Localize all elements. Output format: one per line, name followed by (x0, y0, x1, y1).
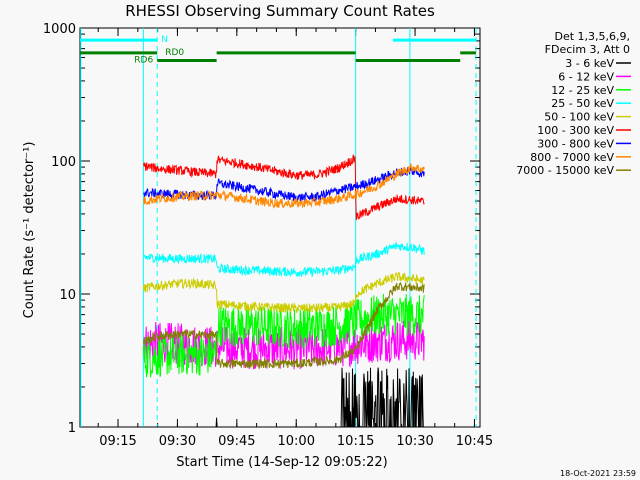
y-tick-label: 10 (59, 288, 76, 303)
legend-label-4: 25 - 50 keV (551, 97, 614, 110)
legend-label-3: 12 - 25 keV (551, 84, 614, 97)
legend-label-2: 6 - 12 keV (558, 70, 614, 83)
legend-label-1: 3 - 6 keV (565, 57, 614, 70)
plot-area: 1 10 100 1000 09:15 09:30 09:45 10:00 10:15 10:30… (43, 22, 493, 449)
x-tick-label: 09:30 (159, 434, 196, 449)
x-tick-label: 09:15 (99, 434, 136, 449)
legend-header-line-2: FDecim 3, Att 0 (545, 43, 630, 56)
flag-label-rd0: RD0 (165, 48, 184, 58)
series-line-6 (142, 154, 425, 221)
x-tick-label: 10:15 (337, 434, 374, 449)
flag-label-rd6: RD6 (134, 55, 153, 65)
y-tick-label: 1 (68, 421, 76, 436)
x-tick-label: 10:00 (278, 434, 315, 449)
y-axis-label: Count Rate (s⁻¹ detector⁻¹) (22, 142, 37, 319)
series-line-1 (143, 367, 425, 428)
legend-label-8: 800 - 7000 keV (530, 151, 614, 164)
series-line-4 (142, 241, 425, 278)
series-line-3 (142, 293, 425, 378)
legend-label-6: 100 - 300 keV (537, 124, 614, 137)
series-line-9 (142, 281, 425, 370)
x-tick-label: 10:45 (456, 434, 493, 449)
x-tick-label: 09:45 (218, 434, 255, 449)
y-tick-label: 1000 (43, 22, 76, 37)
chart-title: RHESSI Observing Summary Count Rates (125, 2, 435, 20)
y-tick-label: 100 (51, 155, 76, 170)
x-tick-label: 10:30 (396, 434, 433, 449)
series-line-2 (142, 319, 425, 370)
footer-timestamp: 18-Oct-2021 23:59 (560, 469, 636, 478)
x-axis-label: Start Time (14-Sep-12 09:05:22) (176, 455, 387, 470)
legend-label-5: 50 - 100 keV (544, 111, 614, 124)
series-line-8 (143, 163, 425, 209)
series-line-5 (142, 272, 425, 314)
legend-label-9: 7000 - 15000 keV (516, 164, 614, 177)
legend-label-7: 300 - 800 keV (537, 137, 614, 150)
flag-label-n: N (161, 35, 168, 45)
legend-header-line-1: Det 1,3,5,6,9, (554, 30, 630, 43)
